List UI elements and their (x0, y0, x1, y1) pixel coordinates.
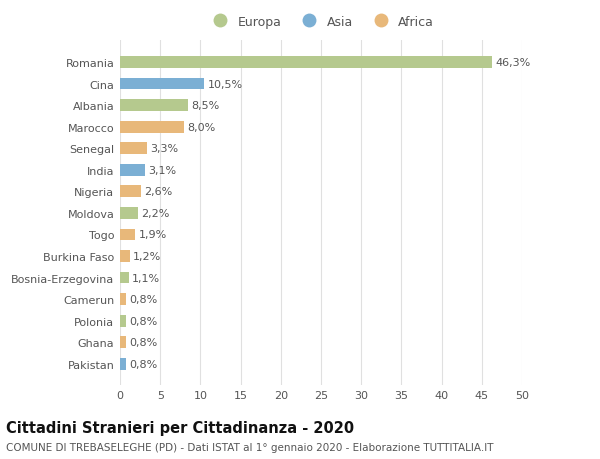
Text: 46,3%: 46,3% (496, 58, 531, 68)
Text: 2,6%: 2,6% (144, 187, 172, 197)
Bar (120, 336, 127, 348)
Text: 8,0%: 8,0% (188, 123, 216, 132)
Legend: Europa, Asia, Africa: Europa, Asia, Africa (205, 13, 436, 31)
Text: 10,5%: 10,5% (208, 79, 243, 90)
Text: 1,1%: 1,1% (132, 273, 160, 283)
Bar (120, 294, 127, 305)
Text: Cittadini Stranieri per Cittadinanza - 2020: Cittadini Stranieri per Cittadinanza - 2… (6, 420, 354, 435)
Text: 1,9%: 1,9% (139, 230, 167, 240)
Bar (120, 207, 137, 219)
Bar (120, 186, 141, 198)
Text: 1,2%: 1,2% (133, 252, 161, 262)
Bar (120, 143, 146, 155)
Bar (120, 78, 205, 90)
Bar (120, 272, 129, 284)
Text: 8,5%: 8,5% (191, 101, 220, 111)
Bar (120, 315, 127, 327)
Bar (120, 251, 130, 263)
Text: 2,2%: 2,2% (141, 208, 169, 218)
Bar (120, 164, 145, 176)
Text: 0,8%: 0,8% (130, 337, 158, 347)
Text: COMUNE DI TREBASELEGHE (PD) - Dati ISTAT al 1° gennaio 2020 - Elaborazione TUTTI: COMUNE DI TREBASELEGHE (PD) - Dati ISTAT… (6, 442, 493, 452)
Text: 3,1%: 3,1% (148, 165, 176, 175)
Text: 0,8%: 0,8% (130, 359, 158, 369)
Bar (120, 100, 188, 112)
Bar (120, 229, 135, 241)
Text: 3,3%: 3,3% (150, 144, 178, 154)
Text: 0,8%: 0,8% (130, 295, 158, 304)
Bar (120, 122, 184, 133)
Bar (120, 57, 492, 69)
Bar (120, 358, 127, 370)
Text: 0,8%: 0,8% (130, 316, 158, 326)
